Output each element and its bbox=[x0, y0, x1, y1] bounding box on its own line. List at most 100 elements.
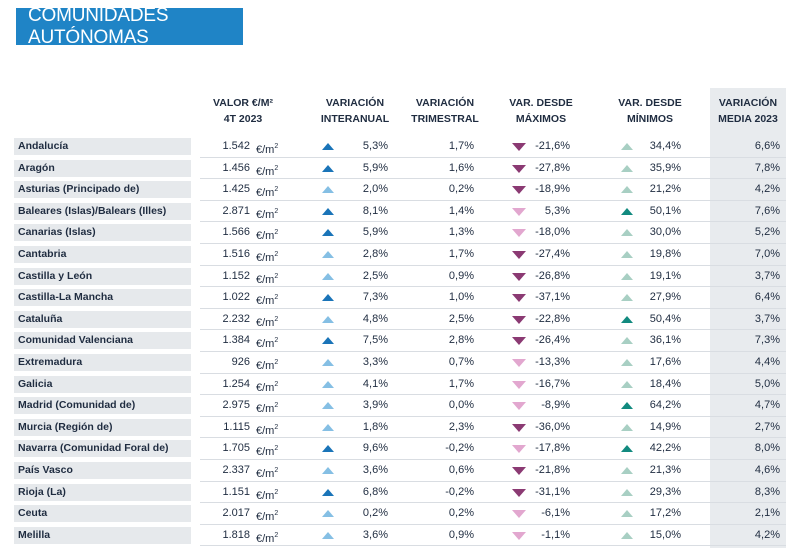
media-value: 2,1% bbox=[754, 507, 780, 520]
table-row: Castilla-La Mancha 1.022 €/m2 7,3% 1,0% -37,1… bbox=[14, 287, 786, 309]
interanual-value: 8,1% bbox=[362, 204, 388, 217]
unit-label: €/m2 bbox=[256, 503, 296, 525]
unit-text: €/m bbox=[256, 144, 275, 156]
minimos-value: 27,9% bbox=[649, 291, 681, 304]
unit-label: €/m2 bbox=[256, 395, 296, 417]
triangle-up-icon bbox=[621, 315, 633, 323]
valor-value: 1.115 bbox=[223, 420, 250, 433]
row-values: 926 €/m2 3,3% 0,7% -13,3% 17,6% 4,4% bbox=[200, 352, 786, 374]
unit-label: €/m2 bbox=[256, 330, 296, 352]
minimos-value: 18,4% bbox=[649, 377, 681, 390]
interanual-value: 5,3% bbox=[362, 140, 388, 152]
unit-superscript: 2 bbox=[274, 294, 279, 302]
media-value: 7,6% bbox=[754, 204, 780, 217]
valor-value: 1.818 bbox=[222, 528, 250, 541]
valor-value: 1.254 bbox=[222, 377, 250, 390]
table-row: Aragón 1.456 €/m2 5,9% 1,6% -27,8% 35,9% 7,8% bbox=[14, 158, 786, 180]
triangle-up-icon bbox=[322, 207, 334, 215]
unit-superscript: 2 bbox=[274, 466, 279, 474]
unit-label: €/m2 bbox=[256, 244, 296, 266]
unit-label: €/m2 bbox=[256, 266, 296, 288]
unit-text: €/m bbox=[256, 381, 275, 394]
triangle-down-icon bbox=[512, 531, 526, 540]
triangle-up-icon bbox=[322, 186, 334, 194]
table-row: Cantabria 1.516 €/m2 2,8% 1,7% -27,4% 19,8% 7,0… bbox=[14, 244, 786, 266]
row-values: 1.542 €/m2 5,3% 1,7% -21,6% 34,4% 6,6% bbox=[200, 136, 786, 158]
region-name: Asturias (Principado de) bbox=[14, 181, 191, 199]
media-value: 8,0% bbox=[754, 442, 780, 455]
triangle-up-icon bbox=[322, 423, 334, 431]
unit-text: €/m bbox=[256, 273, 275, 286]
header-trimestral-line2: TRIMESTRAL bbox=[411, 113, 479, 125]
trimestral-value: 0,7% bbox=[448, 355, 474, 368]
triangle-down-icon bbox=[512, 466, 526, 475]
header-media-line1: VARIACIÓN bbox=[718, 97, 778, 109]
table-row: Canarias (Islas) 1.566 €/m2 5,9% 1,3% -18,0% 3… bbox=[14, 222, 786, 244]
interanual-value: 2,8% bbox=[362, 247, 388, 260]
minimos-value: 19,1% bbox=[649, 269, 681, 282]
interanual-value: 1,8% bbox=[362, 420, 388, 433]
valor-value: 1.425 bbox=[222, 183, 250, 196]
maximos-value: 5,3% bbox=[544, 204, 570, 217]
region-name: Comunidad Valenciana bbox=[14, 332, 191, 350]
unit-text: €/m bbox=[256, 489, 275, 502]
triangle-up-icon bbox=[621, 272, 633, 280]
header-maximos-line1: VAR. DESDE bbox=[509, 97, 573, 109]
unit-label: €/m2 bbox=[256, 287, 296, 309]
interanual-value: 3,9% bbox=[362, 399, 388, 412]
unit-superscript: 2 bbox=[274, 510, 279, 518]
trimestral-value: -0,2% bbox=[445, 442, 474, 455]
interanual-value: 2,5% bbox=[362, 269, 388, 282]
triangle-up-icon bbox=[621, 510, 633, 518]
unit-label: €/m2 bbox=[256, 482, 296, 504]
triangle-up-icon bbox=[621, 358, 633, 366]
media-value: 5,2% bbox=[754, 226, 780, 239]
header-interanual: VARIACIÓN INTERANUAL bbox=[310, 95, 400, 135]
maximos-value: -26,4% bbox=[535, 334, 570, 347]
row-values: 1.022 €/m2 7,3% 1,0% -37,1% 27,9% 6,4% bbox=[200, 287, 786, 309]
valor-value: 2.017 bbox=[222, 507, 250, 520]
triangle-down-icon bbox=[512, 207, 526, 216]
header-valor-line2: 4T 2023 bbox=[223, 113, 263, 125]
triangle-up-icon bbox=[621, 488, 633, 496]
media-value: 6,6% bbox=[754, 140, 780, 152]
header-media-line2: MEDIA 2023 bbox=[718, 113, 778, 125]
unit-superscript: 2 bbox=[274, 380, 279, 388]
row-values: 2.871 €/m2 8,1% 1,4% 5,3% 50,1% 7,6% bbox=[200, 201, 786, 223]
valor-value: 1.152 bbox=[222, 269, 250, 282]
maximos-value: -21,8% bbox=[535, 463, 570, 476]
triangle-up-icon bbox=[322, 445, 334, 453]
unit-text: €/m bbox=[256, 295, 275, 308]
minimos-value: 64,2% bbox=[649, 399, 681, 412]
maximos-value: -26,8% bbox=[535, 269, 570, 282]
triangle-down-icon bbox=[512, 337, 526, 346]
unit-superscript: 2 bbox=[274, 423, 279, 431]
minimos-value: 36,1% bbox=[649, 334, 681, 347]
triangle-down-icon bbox=[512, 402, 526, 411]
media-value: 4,7% bbox=[754, 399, 780, 412]
minimos-value: 35,9% bbox=[649, 161, 681, 174]
region-name: Galicia bbox=[14, 375, 191, 393]
triangle-up-icon bbox=[322, 380, 334, 388]
unit-text: €/m bbox=[256, 251, 275, 264]
triangle-up-icon bbox=[322, 531, 334, 539]
unit-label: €/m2 bbox=[256, 525, 296, 547]
trimestral-value: 0,0% bbox=[448, 399, 474, 412]
table-row: Cataluña 2.232 €/m2 4,8% 2,5% -22,8% 50,4% 3,7% bbox=[14, 309, 786, 331]
media-value: 8,3% bbox=[754, 485, 780, 498]
unit-superscript: 2 bbox=[274, 402, 279, 410]
unit-label: €/m2 bbox=[256, 179, 296, 201]
header-minimos-line1: VAR. DESDE bbox=[618, 97, 682, 109]
trimestral-value: 1,0% bbox=[448, 291, 474, 304]
section-title-banner: COMUNIDADES AUTÓNOMAS bbox=[16, 5, 243, 48]
maximos-value: -31,1% bbox=[535, 485, 570, 498]
row-values: 1.516 €/m2 2,8% 1,7% -27,4% 19,8% 7,0% bbox=[200, 244, 786, 266]
unit-text: €/m bbox=[256, 208, 275, 221]
region-name: Cataluña bbox=[14, 310, 191, 328]
unit-superscript: 2 bbox=[274, 445, 279, 453]
table-row: Castilla y León 1.152 €/m2 2,5% 0,9% -26,8% 19… bbox=[14, 266, 786, 288]
triangle-up-icon bbox=[621, 531, 633, 539]
unit-text: €/m bbox=[256, 230, 275, 243]
media-value: 7,8% bbox=[754, 161, 780, 174]
media-value: 6,4% bbox=[754, 291, 780, 304]
